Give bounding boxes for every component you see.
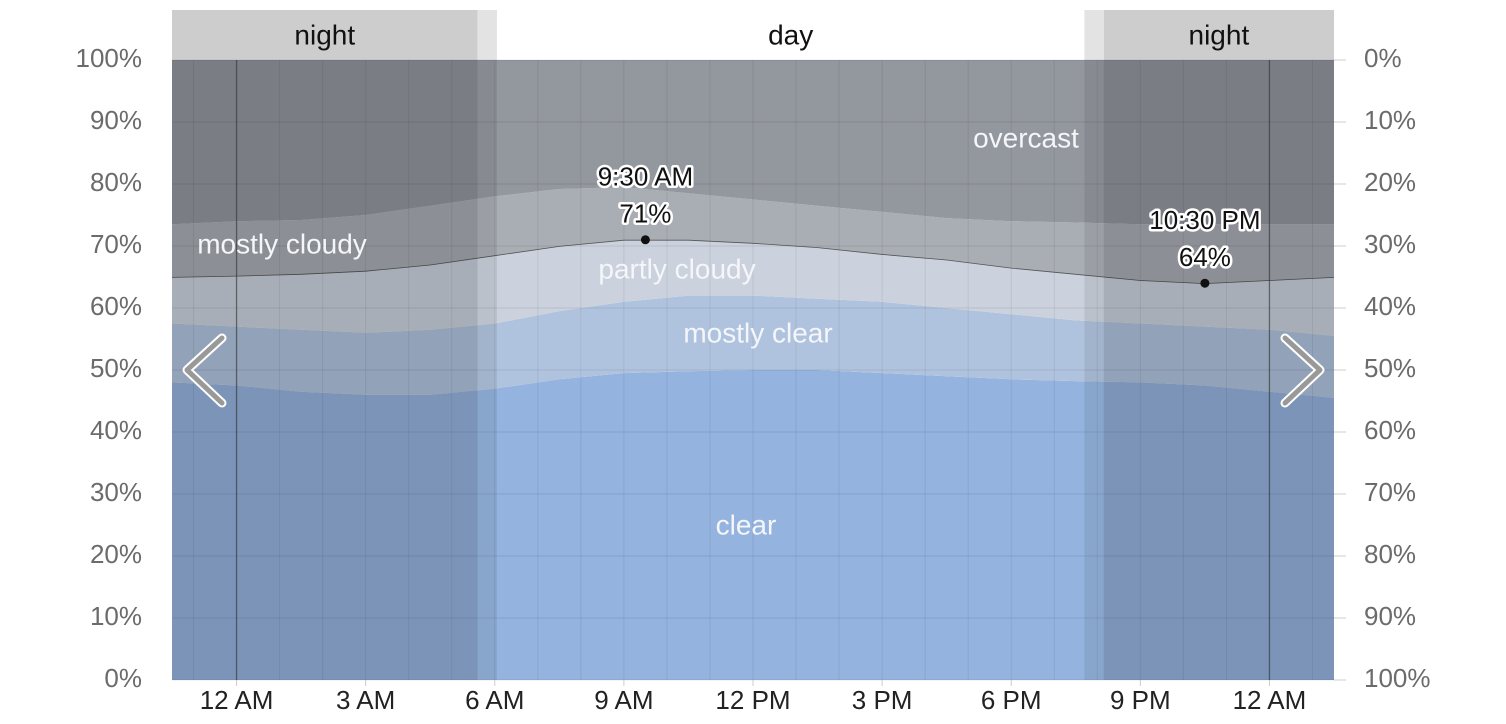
series-label: overcast bbox=[973, 122, 1079, 153]
series-label: mostly clear bbox=[683, 317, 832, 348]
x-tick-label: 9 AM bbox=[594, 685, 653, 715]
area bbox=[172, 295, 1334, 398]
twilight-shade bbox=[1084, 60, 1104, 680]
y-tick-label: 50% bbox=[90, 353, 142, 383]
y-tick-label: 90% bbox=[90, 105, 142, 135]
night-shade bbox=[1103, 60, 1334, 680]
y-tick-label: 30% bbox=[90, 477, 142, 507]
plot: night day night 0% 10% 20% 30% 40% 50% 60% 70% 80% 9… bbox=[76, 10, 1431, 715]
area bbox=[172, 239, 1334, 336]
y-tick-label: 0% bbox=[104, 663, 142, 693]
y2-tick-label: 100% bbox=[1364, 663, 1431, 693]
y-tick-label: 100% bbox=[76, 43, 143, 73]
x-tick-label: 6 PM bbox=[981, 685, 1042, 715]
y2-tick-label: 90% bbox=[1364, 601, 1416, 631]
twilight-header bbox=[477, 10, 497, 60]
night-header bbox=[172, 10, 478, 60]
area bbox=[172, 370, 1334, 680]
x-tick-label: 12 AM bbox=[1233, 685, 1307, 715]
y2-tick-label: 20% bbox=[1364, 167, 1416, 197]
y2-tick-label: 60% bbox=[1364, 415, 1416, 445]
period-label: day bbox=[768, 19, 813, 50]
annotation-value: 71% bbox=[619, 199, 671, 229]
series-label: clear bbox=[716, 509, 777, 540]
period-label: night bbox=[294, 19, 355, 50]
x-tick-label: 3 PM bbox=[852, 685, 913, 715]
night-shade bbox=[172, 60, 478, 680]
y2-tick-label: 10% bbox=[1364, 105, 1416, 135]
x-tick-label: 6 AM bbox=[465, 685, 524, 715]
annotation-time: 9:30 AM bbox=[598, 162, 693, 192]
y2-tick-label: 70% bbox=[1364, 477, 1416, 507]
annotation-point bbox=[1200, 278, 1210, 288]
annotation-value: 64% bbox=[1179, 242, 1231, 272]
y-tick-label: 20% bbox=[90, 539, 142, 569]
y-tick-label: 70% bbox=[90, 229, 142, 259]
x-tick-label: 9 PM bbox=[1110, 685, 1171, 715]
area bbox=[172, 60, 1334, 225]
y-tick-label: 40% bbox=[90, 415, 142, 445]
y-tick-label: 80% bbox=[90, 167, 142, 197]
series-label: mostly cloudy bbox=[197, 228, 367, 259]
y2-tick-label: 30% bbox=[1364, 229, 1416, 259]
annotation-point bbox=[640, 235, 650, 245]
y2-tick-label: 50% bbox=[1364, 353, 1416, 383]
twilight-header bbox=[1084, 10, 1104, 60]
area bbox=[172, 187, 1334, 284]
twilight-shade bbox=[477, 60, 497, 680]
x-tick-label: 3 AM bbox=[336, 685, 395, 715]
series-label: partly cloudy bbox=[598, 253, 755, 284]
y2-tick-label: 0% bbox=[1364, 43, 1402, 73]
x-tick-label: 12 AM bbox=[200, 685, 274, 715]
night-header bbox=[1103, 10, 1334, 60]
next-arrow[interactable] bbox=[1282, 335, 1323, 406]
y2-tick-label: 80% bbox=[1364, 539, 1416, 569]
y2-tick-label: 40% bbox=[1364, 291, 1416, 321]
period-label: night bbox=[1189, 19, 1250, 50]
y-tick-label: 60% bbox=[90, 291, 142, 321]
annotation-time: 10:30 PM bbox=[1149, 205, 1260, 235]
y-tick-label: 10% bbox=[90, 601, 142, 631]
prev-arrow[interactable] bbox=[184, 335, 225, 406]
x-tick-label: 12 PM bbox=[715, 685, 790, 715]
